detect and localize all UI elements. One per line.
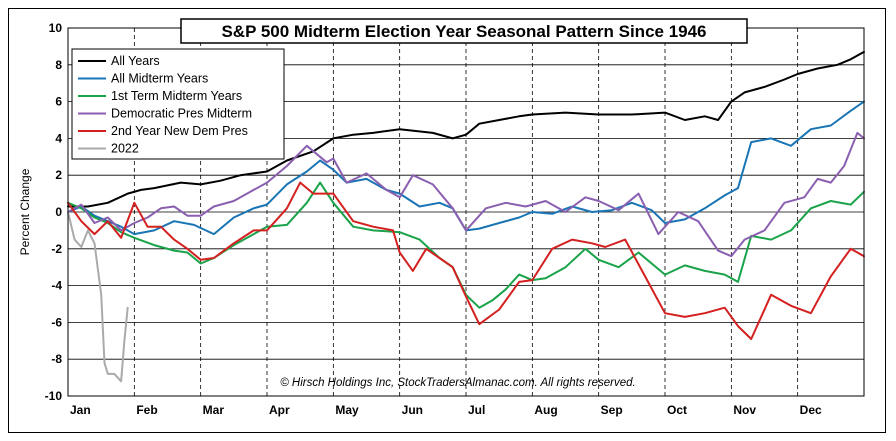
legend-label: Democratic Pres Midterm [111, 107, 252, 121]
x-tick-label-feb: Feb [136, 403, 157, 417]
grid [68, 28, 864, 396]
x-tick-label-aug: Aug [534, 403, 557, 417]
x-tick-label-oct: Oct [667, 403, 687, 417]
legend-box [71, 48, 285, 160]
x-tick-label-may: May [335, 403, 359, 417]
x-tick-label-jul: Jul [468, 403, 485, 417]
y-tick-label: 0 [55, 205, 62, 219]
y-tick-labels: 10 8 6 4 2 0 -2 -4 -6 -8 -10 [45, 21, 63, 403]
x-tick-label-jan: Jan [70, 403, 91, 417]
x-tick-label-mar: Mar [203, 403, 225, 417]
y-tick-label: 2 [55, 168, 62, 182]
series-line-2022 [67, 211, 129, 383]
x-tick-label-jun: Jun [402, 403, 423, 417]
series-line-all-years [67, 50, 865, 208]
y-axis-label: Percent Change [18, 168, 32, 255]
x-tick-label-dec: Dec [800, 403, 822, 417]
x-tick-label-sep: Sep [601, 403, 623, 417]
series-line-2nd-year-new-dem-pres [67, 181, 865, 340]
legend-label: 2022 [111, 142, 139, 156]
y-tick-label: 10 [49, 21, 63, 35]
y-tick-label: -2 [51, 242, 62, 256]
legend-label: All Midterm Years [111, 72, 208, 86]
y-tick-label: -10 [45, 389, 63, 403]
y-tick-label: -4 [51, 279, 62, 293]
y-tick-label: -8 [51, 352, 62, 366]
copyright-note: © Hirsch Holdings Inc, StockTradersAlman… [280, 377, 636, 389]
legend-label: 2nd Year New Dem Pres [111, 124, 248, 138]
series-line-democratic-pres-midterm [67, 131, 865, 258]
series-lines [67, 50, 865, 383]
x-tick-labels: Jan Feb Mar Apr May Jun Jul Aug Sep Oct Nov Dec [70, 403, 822, 417]
y-tick-label: 4 [55, 131, 62, 145]
x-tick-label-apr: Apr [269, 403, 290, 417]
y-tick-label: 8 [55, 58, 62, 72]
y-tick-label: -6 [51, 315, 62, 329]
y-tick-label: 6 [55, 95, 62, 109]
legend: All Years All Midterm Years 1st Term Midte… [71, 48, 285, 160]
x-tick-label-nov: Nov [733, 403, 756, 417]
legend-label: All Years [111, 54, 160, 68]
legend-label: 1st Term Midterm Years [111, 89, 242, 103]
chart-title: S&P 500 Midterm Election Year Seasonal P… [221, 22, 706, 41]
title-box [180, 18, 748, 44]
